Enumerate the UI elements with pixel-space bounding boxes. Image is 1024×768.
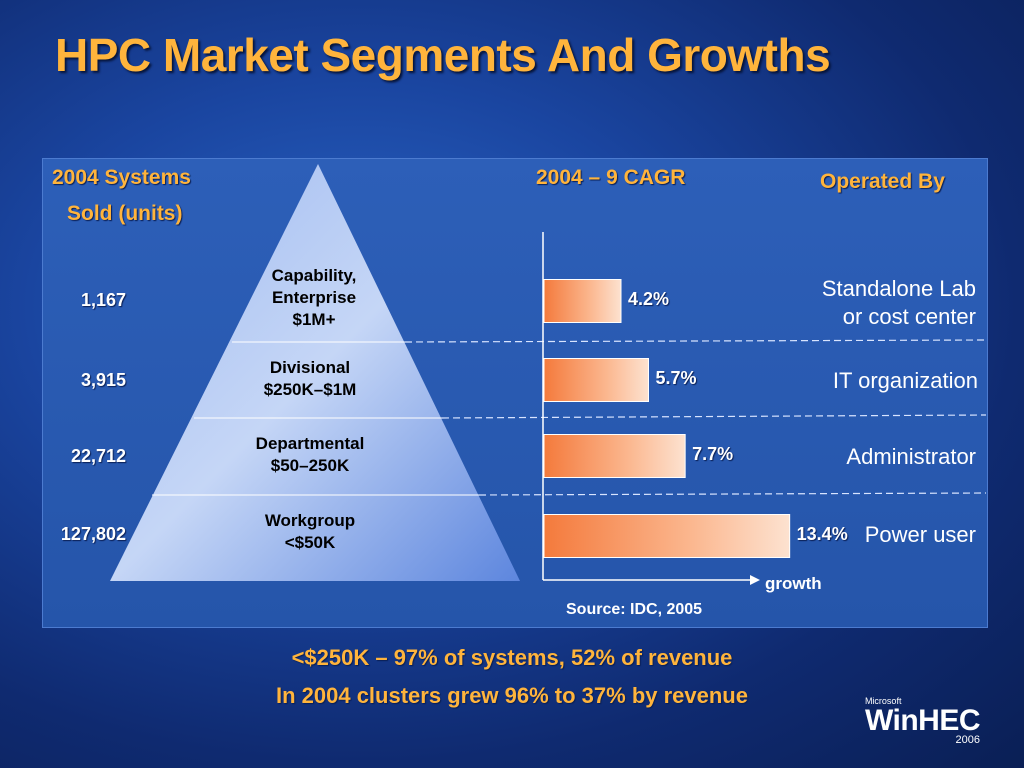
footer-line2: In 2004 clusters grew 96% to 37% by reve… (275, 683, 748, 708)
logo-brand: Microsoft (864, 696, 902, 706)
segment-label-divisional: Divisional $250K–$1M (263, 358, 357, 399)
systems-header-line1: 2004 Systems (52, 166, 191, 189)
operator-power-user: Power user (864, 522, 976, 547)
x-axis-arrow (750, 575, 760, 585)
growth-bar (543, 434, 686, 478)
winhec-logo: Microsoft WinHEC 2006 (864, 696, 981, 746)
bar-value-label: 5.7% (655, 368, 697, 388)
units-value: 127,802 (60, 524, 126, 544)
bar-value-label: 4.2% (628, 289, 670, 309)
bar-value-label: 7.7% (692, 444, 734, 464)
dashed-divider (478, 492, 987, 496)
dashed-divider (441, 414, 987, 419)
operator-it: IT organization (832, 368, 978, 393)
logo-name: WinHEC (864, 704, 981, 737)
units-value: 1,167 (80, 290, 126, 310)
pyramid (110, 164, 520, 581)
x-axis-label: growth (765, 574, 822, 593)
dashed-divider (404, 339, 987, 343)
segment-label-departmental: Departmental $50–250K (255, 434, 365, 475)
bar-value-label: 13.4% (796, 524, 848, 544)
footer-line1: <$250K – 97% of systems, 52% of revenue (291, 645, 733, 670)
growth-bar (543, 514, 791, 558)
growth-bar (543, 279, 622, 323)
operator-standalone: Standalone Lab or cost center (821, 276, 976, 329)
operated-by-header: Operated By (820, 170, 945, 193)
operator-admin: Administrator (846, 444, 976, 469)
cagr-header: 2004 – 9 CAGR (536, 166, 686, 189)
segment-label-workgroup: Workgroup <$50K (264, 511, 356, 552)
growth-bar (543, 358, 649, 402)
units-value: 22,712 (70, 446, 126, 466)
systems-header-line2: Sold (units) (67, 202, 183, 225)
logo-year: 2006 (955, 734, 980, 746)
segment-label-capability: Capability, Enterprise $1M+ (271, 266, 357, 329)
source-note: Source: IDC, 2005 (566, 601, 703, 618)
page-title: HPC Market Segments And Growths (55, 29, 831, 81)
units-value: 3,915 (80, 370, 126, 390)
